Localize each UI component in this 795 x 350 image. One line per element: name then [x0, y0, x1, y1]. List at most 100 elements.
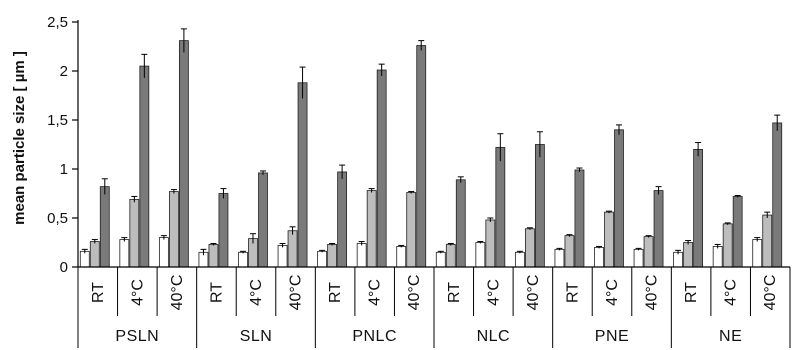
bar-cluster — [277, 66, 308, 268]
condition-label: RT — [564, 282, 581, 303]
bar-cluster — [475, 133, 506, 268]
group-label: PNLC — [352, 328, 397, 345]
bar — [485, 219, 496, 268]
bar — [614, 129, 624, 268]
y-tick-label: 0,5 — [47, 210, 68, 227]
bar — [79, 250, 90, 268]
bar — [218, 193, 229, 268]
bar — [89, 241, 100, 268]
bar — [168, 191, 179, 268]
bar-cluster — [673, 142, 704, 268]
bar-cluster — [198, 188, 229, 268]
bar — [445, 244, 456, 268]
bar — [376, 69, 387, 268]
bar — [673, 251, 684, 268]
bar — [99, 186, 110, 268]
group-label: NE — [719, 328, 742, 345]
y-tick-label: 2,5 — [47, 14, 68, 31]
group-label: PNE — [595, 328, 629, 345]
bar — [683, 242, 694, 268]
bar — [317, 250, 328, 268]
bar-cluster — [79, 178, 110, 268]
y-axis: 0 0,5 1 1,5 2 2,5 — [47, 14, 79, 276]
condition-label: 40°C — [644, 275, 661, 311]
bar — [455, 179, 466, 268]
bar — [604, 211, 614, 268]
bar — [534, 144, 545, 268]
bar-cluster — [514, 131, 545, 268]
bar-cluster — [238, 170, 268, 268]
x-axis: RT 4°C 40°C RT 4°C 40°C RT 4°C 40°C RT 4°C 40°C RT 4°… — [77, 266, 791, 348]
group-label: PSLN — [115, 328, 159, 345]
bar — [752, 239, 763, 268]
condition-label: RT — [208, 282, 225, 303]
bar-cluster — [435, 176, 466, 268]
bar-cluster — [317, 164, 348, 268]
condition-label: 40°C — [762, 275, 779, 311]
condition-label: 4°C — [485, 279, 502, 306]
bar-cluster — [119, 53, 150, 268]
bar-cluster — [712, 194, 743, 268]
condition-label: 40°C — [169, 275, 186, 311]
bar-cluster — [752, 114, 783, 268]
bar — [574, 169, 585, 268]
bar — [208, 244, 219, 268]
bar — [129, 198, 140, 268]
y-tick-label: 1 — [60, 161, 68, 178]
condition-label: 40°C — [288, 275, 305, 311]
bar — [633, 248, 644, 268]
bar — [762, 214, 773, 268]
bar — [514, 251, 525, 268]
bar-cluster — [594, 124, 624, 268]
condition-label: 4°C — [604, 279, 621, 306]
bar — [554, 248, 565, 268]
group-label: SLN — [240, 328, 273, 345]
y-tick-label: 2 — [60, 63, 68, 80]
bar-cluster — [396, 40, 427, 268]
y-axis-label: mean particle size [ µm ] — [11, 51, 28, 225]
condition-label: RT — [327, 282, 344, 303]
condition-label: 40°C — [406, 275, 423, 311]
bar — [693, 148, 704, 268]
bar — [643, 236, 654, 268]
bar — [653, 190, 664, 268]
bar — [119, 239, 130, 268]
bar — [258, 172, 268, 268]
bar — [356, 243, 367, 268]
bar — [435, 251, 446, 268]
bar — [732, 196, 743, 268]
bar — [139, 65, 150, 268]
condition-label: RT — [446, 282, 463, 303]
condition-label: RT — [683, 282, 700, 303]
bar — [524, 228, 535, 268]
bar — [722, 223, 733, 268]
condition-label: 4°C — [129, 279, 146, 306]
bar-cluster — [554, 167, 585, 268]
bar — [277, 245, 288, 268]
bar — [396, 246, 407, 268]
condition-label: RT — [90, 282, 107, 303]
bar — [495, 147, 506, 268]
bar — [337, 171, 348, 268]
bar — [178, 40, 189, 268]
bars — [79, 28, 783, 268]
bar — [366, 190, 377, 268]
bar — [406, 192, 417, 268]
condition-label: 4°C — [723, 279, 740, 306]
bar — [297, 82, 308, 268]
bar — [772, 122, 783, 268]
group-label: NLC — [477, 328, 511, 345]
bar — [594, 246, 604, 268]
bar-cluster — [158, 28, 189, 268]
bar — [712, 246, 723, 268]
condition-label: 4°C — [248, 279, 265, 306]
bar — [327, 244, 338, 268]
bar — [287, 230, 298, 268]
bar — [475, 242, 486, 268]
bar-cluster — [633, 186, 664, 268]
bar — [416, 45, 427, 268]
bar — [158, 237, 169, 268]
bar-cluster — [356, 63, 387, 268]
condition-label: 40°C — [525, 275, 542, 311]
